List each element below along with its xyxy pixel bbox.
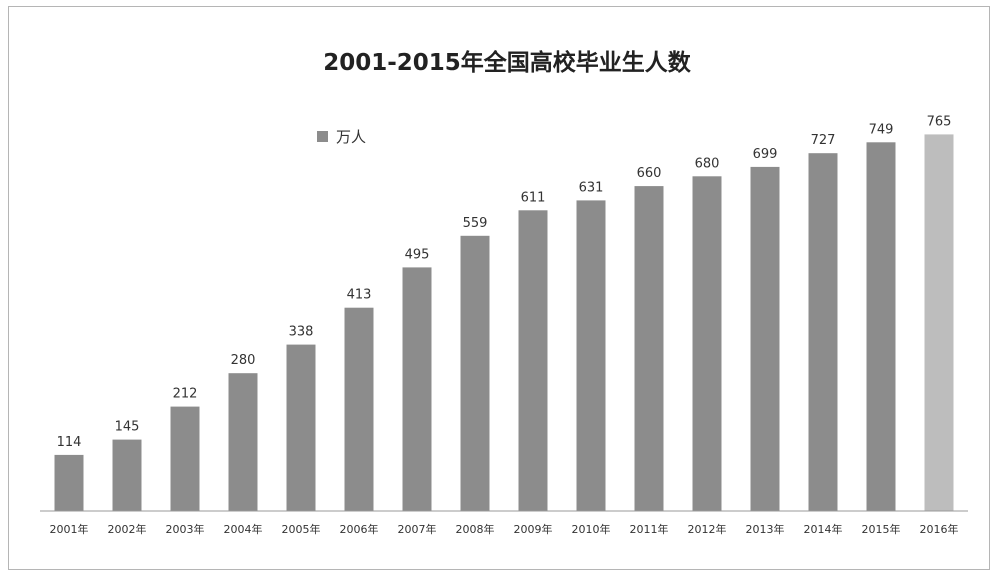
x-tick-label-13: 2013年 [746,522,785,536]
bar-2 [112,439,142,511]
data-label-16: 765 [927,114,952,129]
bar-3 [170,406,200,511]
bar-10 [576,200,606,511]
bar-14 [808,153,838,511]
legend-swatch [317,131,328,142]
data-label-11: 660 [637,166,662,181]
data-label-14: 727 [811,133,836,148]
data-label-8: 559 [463,216,488,231]
bar-5 [286,344,316,511]
data-label-15: 749 [869,122,894,137]
bar-9 [518,210,548,512]
data-label-1: 114 [57,435,82,450]
x-tick-label-7: 2007年 [398,522,437,536]
x-tick-label-11: 2011年 [630,522,669,536]
data-label-7: 495 [405,247,430,262]
data-label-9: 611 [521,190,546,205]
x-tick-label-3: 2003年 [166,522,205,536]
x-tick-label-10: 2010年 [572,522,611,536]
data-label-4: 280 [231,353,256,368]
chart-title: 2001-2015年全国高校毕业生人数 [323,49,692,76]
bar-1 [54,454,84,511]
bar-13 [750,166,780,511]
data-label-10: 631 [579,180,604,195]
data-label-12: 680 [695,156,720,171]
value-labels-group: 114 145 212 280 338 413 495 559 611 631 660 680 699 7… [57,114,952,450]
x-tick-label-1: 2001年 [50,522,89,536]
data-label-13: 699 [753,147,778,162]
x-tick-label-6: 2006年 [340,522,379,536]
bar-6 [344,307,374,511]
x-tick-label-16: 2016年 [920,522,959,536]
x-tick-label-5: 2005年 [282,522,321,536]
data-label-6: 413 [347,288,372,303]
x-tick-label-9: 2009年 [514,522,553,536]
data-label-3: 212 [173,387,198,402]
bar-8 [460,235,490,512]
x-tick-label-2: 2002年 [108,522,147,536]
bar-12 [692,176,722,512]
bar-7 [402,267,432,512]
x-tick-label-4: 2004年 [224,522,263,536]
x-tick-label-8: 2008年 [456,522,495,536]
data-label-5: 338 [289,325,314,340]
x-tick-label-14: 2014年 [804,522,843,536]
x-tick-label-12: 2012年 [688,522,727,536]
x-tick-label-15: 2015年 [862,522,901,536]
bar-11 [634,186,664,511]
bar-4 [228,373,258,511]
bar-15 [866,142,896,512]
data-label-2: 145 [115,420,140,435]
x-tick-labels-group: 2001年 2002年 2003年 2004年 2005年 2006年 2007年 2008年… [50,522,959,536]
bars-group [54,134,954,512]
legend-label: 万人 [336,128,366,146]
legend: 万人 [317,128,366,146]
bar-16 [924,134,954,511]
